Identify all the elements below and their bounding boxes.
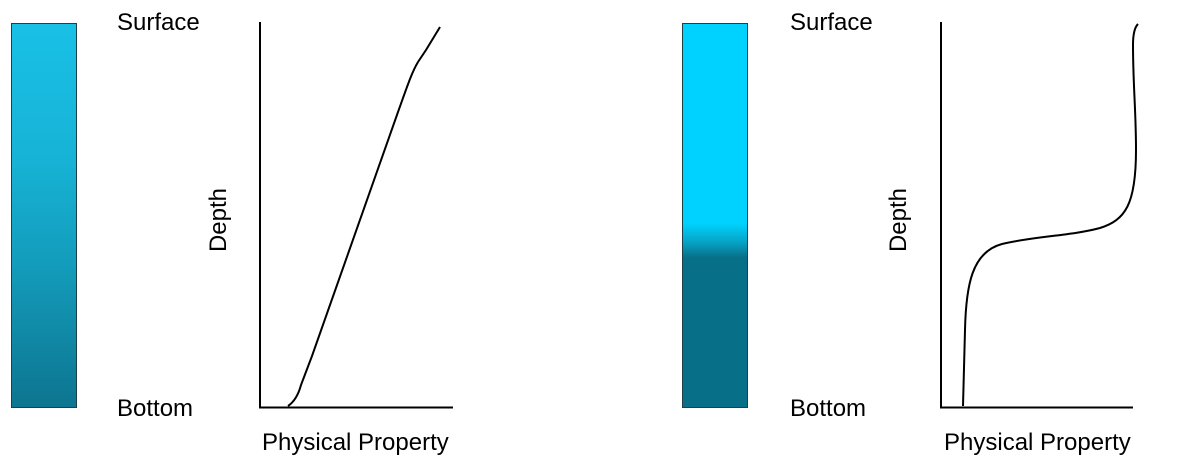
physical-property-axis-label: Physical Property xyxy=(262,429,449,456)
depth-axis-label: Depth xyxy=(205,187,232,253)
surface-label: Surface xyxy=(790,9,873,36)
profile-plot xyxy=(940,22,1139,409)
water-column-gradient xyxy=(11,23,77,408)
depth-axis-label: Depth xyxy=(885,187,912,253)
stratified-profile-panel: Surface Bottom Depth Physical Property xyxy=(600,0,1199,463)
profile-curve xyxy=(287,26,441,407)
physical-property-axis-label: Physical Property xyxy=(944,429,1131,456)
profile-curve xyxy=(962,23,1139,407)
surface-label: Surface xyxy=(117,9,200,36)
bottom-label: Bottom xyxy=(790,395,867,422)
water-column-stratified xyxy=(682,23,748,408)
bottom-label: Bottom xyxy=(117,395,194,422)
gradual-profile-panel: Surface Bottom Depth Physical Property xyxy=(11,9,453,456)
profile-plot xyxy=(259,22,453,409)
